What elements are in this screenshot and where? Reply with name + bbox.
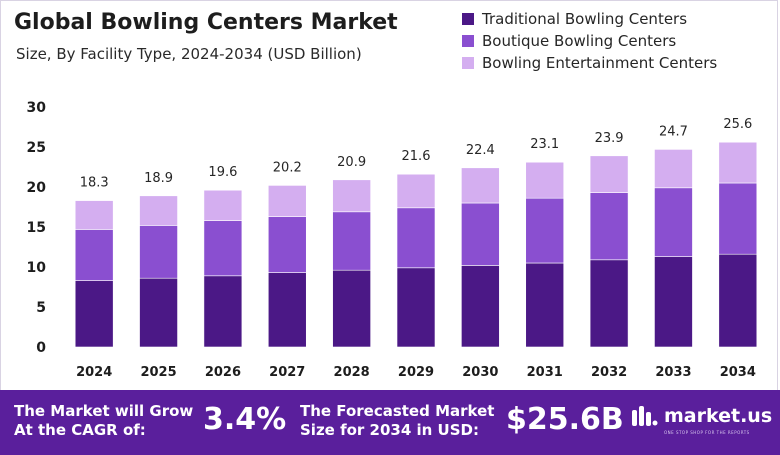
bar-segment <box>332 211 371 271</box>
bar-segment <box>139 277 178 348</box>
x-tick-label: 2033 <box>655 365 691 380</box>
bar-segment <box>461 167 500 204</box>
y-tick-label: 5 <box>36 300 46 316</box>
bar-total-label: 20.9 <box>337 155 366 170</box>
bar-segment <box>74 200 114 230</box>
legend-swatch-entertainment <box>462 57 474 69</box>
y-tick-label: 0 <box>36 340 46 356</box>
bar-segment <box>203 189 243 221</box>
bar-segment <box>525 262 565 348</box>
market-us-logo-icon <box>632 406 658 426</box>
chart-title: Global Bowling Centers Market <box>14 10 398 35</box>
bar-segment <box>654 256 693 348</box>
bar-segment <box>203 220 243 277</box>
bar-segment <box>139 225 178 279</box>
bar-segment <box>396 267 436 348</box>
bar-segment <box>332 269 371 348</box>
bar-segment <box>332 179 371 213</box>
forecast-label-line2: Size for 2034 in USD: <box>300 421 479 439</box>
legend-item-entertainment: Bowling Entertainment Centers <box>462 52 717 74</box>
brand-tagline: ONE STOP SHOP FOR THE REPORTS <box>664 430 750 435</box>
bar-segment <box>139 195 178 226</box>
bar-total-label: 24.7 <box>659 124 688 139</box>
bar-segment <box>654 149 693 189</box>
y-tick-label: 30 <box>27 100 47 116</box>
legend-item-traditional: Traditional Bowling Centers <box>462 8 717 30</box>
legend-swatch-traditional <box>462 13 474 25</box>
footer-banner: The Market will Grow At the CAGR of: 3.4… <box>0 390 780 455</box>
legend-label-traditional: Traditional Bowling Centers <box>482 10 688 28</box>
bar-total-label: 23.1 <box>530 137 559 152</box>
bar-chart: 05101520253018.3202418.9202519.6202620.2… <box>27 100 758 380</box>
cagr-label-line2: At the CAGR of: <box>14 421 146 439</box>
y-tick-label: 10 <box>27 260 47 276</box>
bar-total-label: 25.6 <box>723 117 752 132</box>
bar-segment <box>589 259 629 348</box>
forecast-label: The Forecasted Market Size for 2034 in U… <box>300 402 494 440</box>
x-tick-label: 2026 <box>205 365 241 380</box>
legend-label-boutique: Boutique Bowling Centers <box>482 32 677 50</box>
x-tick-label: 2030 <box>462 365 498 380</box>
bar-total-label: 18.9 <box>144 171 173 186</box>
bar-segment <box>461 202 500 266</box>
bar-total-label: 20.2 <box>273 160 302 175</box>
bar-segment <box>267 216 307 273</box>
bar-segment <box>654 187 693 257</box>
bar-segment <box>589 192 629 261</box>
bar-total-label: 18.3 <box>80 176 109 191</box>
bar-segment <box>525 161 565 199</box>
bar-segment <box>74 280 114 348</box>
x-tick-label: 2031 <box>527 365 563 380</box>
x-tick-label: 2024 <box>76 365 112 380</box>
legend: Traditional Bowling Centers Boutique Bow… <box>462 8 717 74</box>
y-tick-label: 25 <box>27 140 46 156</box>
legend-swatch-boutique <box>462 35 474 47</box>
bar-segment <box>718 253 758 348</box>
bar-segment <box>396 173 436 209</box>
bar-total-label: 21.6 <box>402 149 431 164</box>
y-tick-label: 20 <box>27 180 47 196</box>
bar-total-label: 19.6 <box>208 165 237 180</box>
chart-subtitle: Size, By Facility Type, 2024-2034 (USD B… <box>16 45 362 63</box>
x-tick-label: 2029 <box>398 365 434 380</box>
bar-segment <box>589 155 629 193</box>
x-tick-label: 2028 <box>334 365 370 380</box>
cagr-label-line1: The Market will Grow <box>14 402 194 420</box>
bar-segment <box>718 141 758 184</box>
bar-segment <box>525 197 565 264</box>
y-tick-label: 15 <box>27 220 46 236</box>
bar-total-label: 23.9 <box>595 131 624 146</box>
cagr-value: 3.4% <box>203 402 287 437</box>
forecast-value: $25.6B <box>506 402 624 437</box>
bar-total-label: 22.4 <box>466 143 495 158</box>
bar-segment <box>267 185 307 217</box>
bar-segment <box>396 207 436 269</box>
brand-name: market.us <box>664 405 773 427</box>
legend-label-entertainment: Bowling Entertainment Centers <box>482 54 718 72</box>
bar-segment <box>718 182 758 255</box>
bar-segment <box>74 229 114 281</box>
legend-item-boutique: Boutique Bowling Centers <box>462 30 717 52</box>
x-tick-label: 2027 <box>269 365 305 380</box>
bar-segment <box>267 272 307 348</box>
x-tick-label: 2034 <box>720 365 756 380</box>
bar-segment <box>203 275 243 348</box>
brand-logo: market.us <box>630 404 772 428</box>
x-tick-label: 2025 <box>140 365 176 380</box>
cagr-label: The Market will Grow At the CAGR of: <box>14 402 193 440</box>
x-tick-label: 2032 <box>591 365 627 380</box>
bar-segment <box>461 265 500 348</box>
forecast-label-line1: The Forecasted Market <box>300 402 495 420</box>
